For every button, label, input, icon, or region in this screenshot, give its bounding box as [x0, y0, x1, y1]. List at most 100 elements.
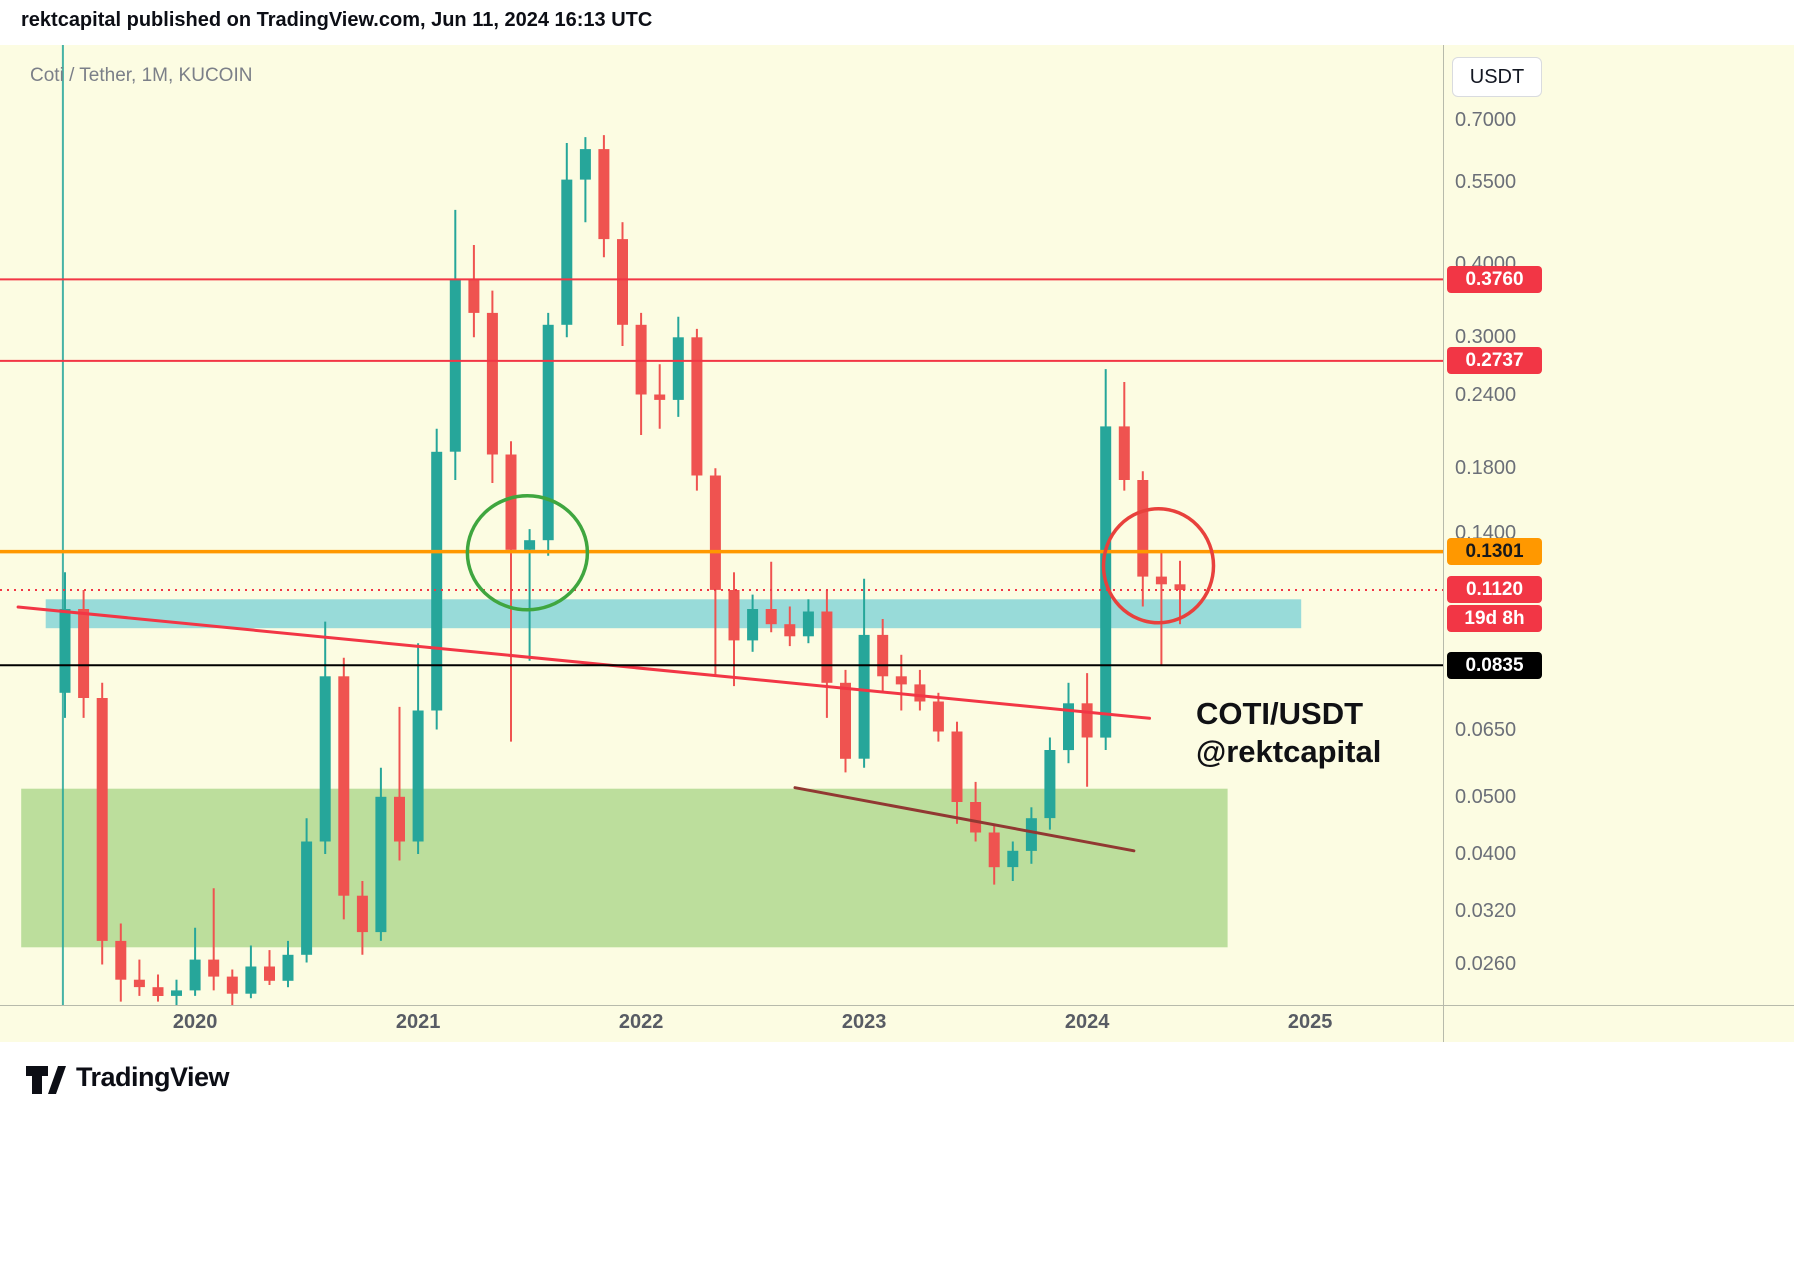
- candle-body: [802, 611, 814, 637]
- green-circle-highlight[interactable]: [465, 494, 590, 612]
- time-axis-separator: [0, 1005, 1794, 1006]
- tradingview-logo[interactable]: TradingView: [24, 1058, 230, 1096]
- candle-body: [932, 701, 944, 732]
- price-tick: 0.0650: [1455, 718, 1517, 741]
- candle-body: [1174, 584, 1186, 590]
- candle-body: [301, 841, 313, 955]
- candle-body: [617, 239, 628, 325]
- price-line-label: 0.1120: [1447, 576, 1542, 604]
- candle-body: [245, 966, 257, 994]
- candle-body: [1063, 703, 1074, 751]
- candle-body: [96, 698, 108, 941]
- candle-body: [356, 895, 368, 933]
- price-tick: 0.2400: [1455, 383, 1517, 406]
- maroon-downtrend-line[interactable]: [793, 786, 1136, 853]
- candle-body: [542, 324, 554, 541]
- price-axis-separator: [1443, 45, 1444, 1042]
- bar-countdown-label: 19d 8h: [1447, 604, 1542, 632]
- time-axis[interactable]: 2020 2021 2022 2023 2024 2025: [0, 1005, 1443, 1042]
- year-label: 2023: [841, 1011, 887, 1033]
- year-label: 2025: [1287, 1011, 1333, 1033]
- annotation-symbol: COTI/USDT: [1196, 696, 1364, 731]
- year-label: 2024: [1064, 1011, 1110, 1033]
- price-line-label: 0.2737: [1447, 347, 1542, 375]
- candle-body: [412, 710, 424, 842]
- red-circle-highlight[interactable]: [1101, 507, 1216, 625]
- candle-body: [691, 337, 703, 476]
- symbol-legend[interactable]: Coti / Tether, 1M, KUCOIN: [30, 65, 253, 86]
- candle-body: [821, 611, 833, 683]
- candle-body: [59, 609, 71, 693]
- candle-body: [784, 624, 796, 637]
- page-footer: TradingView: [0, 1042, 1794, 1266]
- candle-body: [208, 959, 220, 977]
- year-label: 2022: [618, 1011, 664, 1033]
- candle-body: [319, 676, 331, 842]
- price-tick: 0.1800: [1455, 457, 1517, 480]
- price-tick: 0.7000: [1455, 109, 1517, 132]
- price-tick: 0.0500: [1455, 785, 1517, 808]
- currency-toggle-button[interactable]: USDT: [1452, 57, 1542, 97]
- price-line-label: 0.0835: [1447, 651, 1542, 679]
- tradingview-wordmark: TradingView: [76, 1061, 230, 1092]
- teal-supply-zone[interactable]: [45, 599, 1302, 629]
- candle-body: [1025, 818, 1037, 851]
- price-tick: 0.3000: [1455, 326, 1517, 349]
- candle-body: [1118, 426, 1130, 480]
- candle-body: [970, 802, 982, 833]
- candle-body: [115, 940, 127, 980]
- price-axis[interactable]: USDT 0.7000 0.5500 0.4000 0.3000 0.2400 0.180…: [1444, 45, 1794, 1042]
- chart-area: Coti / Tether, 1M, KUCOIN COTI/USDT @rek…: [0, 45, 1794, 1042]
- tradingview-logo-icon: [26, 1066, 66, 1094]
- candle-body: [672, 337, 684, 400]
- candle-body: [951, 731, 963, 802]
- candle-body: [375, 796, 387, 933]
- candle-body: [468, 279, 480, 313]
- candle-body: [728, 590, 740, 641]
- candle-body: [1081, 703, 1093, 738]
- candle-body: [579, 149, 591, 180]
- green-accumulation-zone[interactable]: [21, 788, 1228, 948]
- candle-body: [765, 609, 777, 625]
- page-header: rektcapital published on TradingView.com…: [0, 0, 1794, 45]
- candle-body: [189, 959, 201, 991]
- candle-body: [78, 609, 90, 698]
- candle-body: [282, 954, 294, 981]
- candle-body: [338, 676, 350, 896]
- price-tick: 0.0400: [1455, 843, 1517, 865]
- candle-body: [171, 990, 182, 996]
- annotation-handle: @rektcapital: [1196, 734, 1382, 769]
- candle-body: [431, 451, 443, 711]
- candle-body: [635, 324, 647, 395]
- candle-body: [1137, 480, 1149, 577]
- year-label: 2021: [395, 1011, 441, 1033]
- chart-annotation: COTI/USDT @rektcapital: [1196, 695, 1381, 771]
- price-tick: 0.0320: [1455, 900, 1517, 923]
- candle-body: [747, 609, 759, 641]
- candle-body: [895, 676, 907, 685]
- candle-body: [1044, 750, 1056, 819]
- candle-body: [709, 475, 721, 590]
- candle-body: [505, 454, 517, 550]
- candle-body: [858, 634, 870, 759]
- candle-body: [988, 832, 1000, 868]
- price-line-label: 0.3760: [1447, 265, 1542, 293]
- candle-body: [1007, 850, 1019, 868]
- candle-body: [598, 149, 610, 240]
- candle-body: [654, 394, 666, 400]
- price-chart-canvas[interactable]: [0, 45, 1443, 1005]
- candle-body: [877, 634, 889, 677]
- attribution-text: rektcapital published on TradingView.com…: [21, 9, 653, 31]
- year-label: 2020: [172, 1011, 218, 1033]
- candle-body: [486, 312, 498, 455]
- candle-body: [1155, 576, 1167, 585]
- candle-body: [914, 684, 926, 702]
- candle-body: [394, 796, 405, 842]
- candle-body: [449, 279, 461, 452]
- candle-body: [226, 976, 238, 994]
- price-line-label: 0.1301: [1447, 538, 1542, 566]
- price-tick: 0.5500: [1455, 170, 1517, 193]
- candle-body: [840, 682, 851, 759]
- red-downtrend-line[interactable]: [16, 605, 1151, 720]
